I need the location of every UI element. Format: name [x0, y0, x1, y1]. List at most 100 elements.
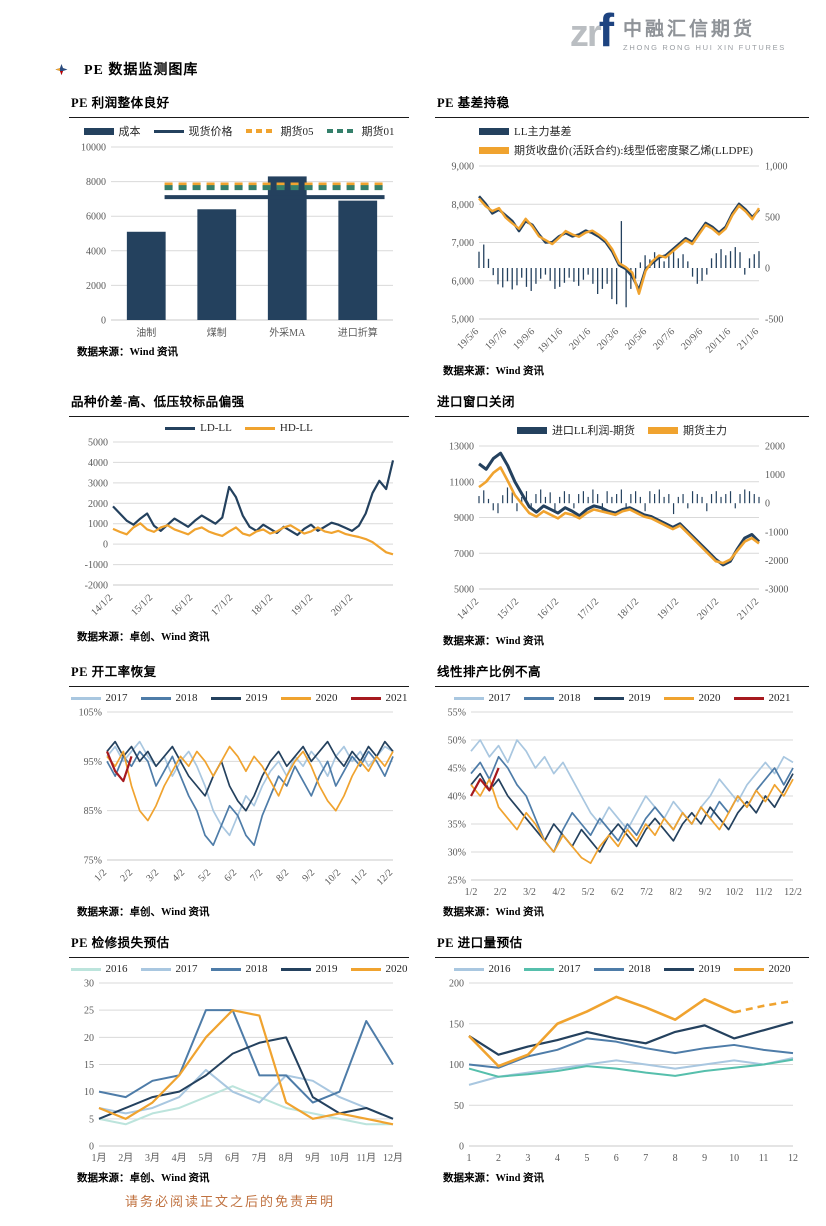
svg-text:19/1/2: 19/1/2 — [655, 596, 681, 622]
svg-text:9000: 9000 — [454, 513, 474, 524]
chart-title: 品种价差-高、低压较标品偏强 — [71, 395, 245, 409]
legend-item: 2017 — [453, 692, 511, 704]
title-rule — [69, 957, 409, 958]
svg-text:20/11/6: 20/11/6 — [704, 326, 733, 355]
svg-text:2月: 2月 — [118, 1152, 133, 1164]
title-rule — [435, 117, 809, 118]
svg-text:85%: 85% — [84, 806, 102, 817]
chart-block-import-window: 进口窗口关闭 进口LL利润-期货 期货主力 13000 11000 9000 7000 50… — [423, 382, 819, 652]
legend-swatch — [523, 696, 554, 700]
svg-text:1/2: 1/2 — [465, 887, 478, 898]
legend-swatch — [733, 696, 764, 700]
svg-text:5: 5 — [584, 1153, 589, 1164]
legend-swatch — [326, 129, 357, 133]
legend-item: 2017 — [70, 692, 128, 704]
chart-plot: 9,000 8,000 7,000 6,000 5,000 1,000 500 0 -500 19… — [452, 162, 788, 356]
svg-text:4/2: 4/2 — [170, 867, 187, 884]
data-source: 数据来源：Wind 资讯 — [443, 1173, 545, 1184]
legend-item: 2021 — [733, 692, 791, 704]
chart-title: PE 检修损失预估 — [71, 936, 170, 950]
legend-label: 2020 — [698, 692, 721, 704]
svg-text:6/2: 6/2 — [222, 867, 239, 884]
page-header: zrf 中融汇信期货 ZHONG RONG HUI XIN FUTURES — [55, 7, 826, 53]
svg-text:4: 4 — [555, 1153, 560, 1164]
legend-label: 2018 — [175, 692, 198, 704]
charts-grid: PE 利润整体良好 成本 现货价格 期货05 期货01 10000 8000 6000 400… — [55, 83, 826, 1189]
data-source: 数据来源：Wind 资讯 — [77, 347, 179, 358]
svg-text:14/1/2: 14/1/2 — [89, 592, 115, 618]
legend-item: LD-LL — [165, 422, 232, 434]
chart-title: PE 开工率恢复 — [71, 665, 157, 679]
svg-text:10/2: 10/2 — [323, 867, 343, 887]
svg-text:10000: 10000 — [81, 143, 106, 154]
data-source: 数据来源：Wind 资讯 — [443, 366, 545, 377]
legend-label: 2019 — [698, 963, 721, 975]
legend-label: HD-LL — [279, 422, 313, 434]
legend-item: 进口LL利润-期货 — [516, 422, 636, 438]
svg-text:4000: 4000 — [86, 246, 106, 257]
title-rule — [69, 117, 409, 118]
logo-mark: zrf — [570, 7, 614, 53]
logo-wordmark: 中融汇信期货 ZHONG RONG HUI XIN FUTURES — [623, 14, 786, 52]
chart-legend: LL主力基差 期货收盘价(活跃合约):线型低密度聚乙烯(LLDPE) — [479, 123, 809, 158]
svg-text:3月: 3月 — [145, 1152, 160, 1164]
legend-label: 2017 — [105, 692, 128, 704]
svg-text:7/2: 7/2 — [248, 867, 265, 884]
svg-text:0: 0 — [103, 540, 108, 551]
svg-text:3/2: 3/2 — [523, 887, 536, 898]
legend-swatch — [210, 967, 241, 971]
legend-item: 2017 — [523, 963, 581, 975]
svg-text:5: 5 — [89, 1114, 94, 1125]
legend-label: 2018 — [245, 963, 268, 975]
legend-swatch — [140, 967, 171, 971]
legend-item: 成本 — [83, 123, 141, 139]
legend-swatch — [165, 426, 196, 430]
title-rule — [69, 686, 409, 687]
chart-legend: 2017 2018 2019 2020 2021 — [69, 692, 409, 704]
svg-text:21/1/2: 21/1/2 — [735, 596, 761, 622]
legend-label: 2021 — [768, 692, 791, 704]
chart-pe-basis: LL主力基差 期货收盘价(活跃合约):线型低密度聚乙烯(LLDPE) 9,000 8,… — [435, 123, 809, 363]
legend-label: 2020 — [385, 963, 408, 975]
legend-label: 成本 — [118, 126, 141, 138]
legend-label: 期货主力 — [683, 425, 728, 437]
legend-item: 2018 — [140, 692, 198, 704]
svg-text:200: 200 — [449, 979, 464, 990]
svg-text:11000: 11000 — [449, 477, 474, 488]
svg-text:1: 1 — [467, 1153, 472, 1164]
legend-item: 2020 — [280, 692, 338, 704]
legend-item: 2016 — [70, 963, 128, 975]
chart-block-operating-rate: PE 开工率恢复 2017 2018 2019 2020 2021 105% 95% 85% 7… — [55, 652, 423, 923]
svg-text:500: 500 — [765, 213, 780, 224]
svg-text:油制: 油制 — [136, 326, 156, 339]
legend-swatch — [663, 967, 694, 971]
legend-item: 2021 — [350, 692, 408, 704]
legend-label: 期货01 — [361, 126, 395, 138]
svg-text:55%: 55% — [448, 708, 466, 719]
svg-text:2000: 2000 — [765, 442, 785, 453]
svg-text:17/1/2: 17/1/2 — [209, 592, 235, 618]
legend-label: 现货价格 — [188, 126, 233, 138]
svg-text:11: 11 — [759, 1153, 769, 1164]
legend-label: 进口LL利润-期货 — [551, 425, 636, 437]
svg-text:2000: 2000 — [86, 281, 106, 292]
svg-text:4月: 4月 — [172, 1152, 187, 1164]
svg-text:-1000: -1000 — [85, 560, 108, 571]
svg-text:20/1/2: 20/1/2 — [695, 596, 721, 622]
svg-text:20/5/6: 20/5/6 — [623, 326, 649, 352]
svg-text:8/2: 8/2 — [274, 867, 291, 884]
svg-text:10: 10 — [84, 1087, 94, 1098]
legend-label: LL主力基差 — [514, 126, 572, 138]
svg-text:19/5/6: 19/5/6 — [455, 326, 481, 352]
svg-text:12/2: 12/2 — [784, 887, 802, 898]
legend-item: 2020 — [663, 692, 721, 704]
legend-swatch — [70, 967, 101, 971]
chart-plot: 10000 8000 6000 4000 2000 0 油制 煤制 外采MA 进口折算 — [81, 143, 393, 339]
legend-label: 2019 — [245, 692, 268, 704]
chart-block-linear-ratio: 线性排产比例不高 2017 2018 2019 2020 2021 55% 50% 45% 40… — [423, 652, 819, 923]
svg-text:-3000: -3000 — [765, 585, 788, 596]
svg-text:5月: 5月 — [198, 1152, 213, 1164]
svg-text:12: 12 — [788, 1153, 798, 1164]
legend-swatch — [479, 146, 509, 154]
